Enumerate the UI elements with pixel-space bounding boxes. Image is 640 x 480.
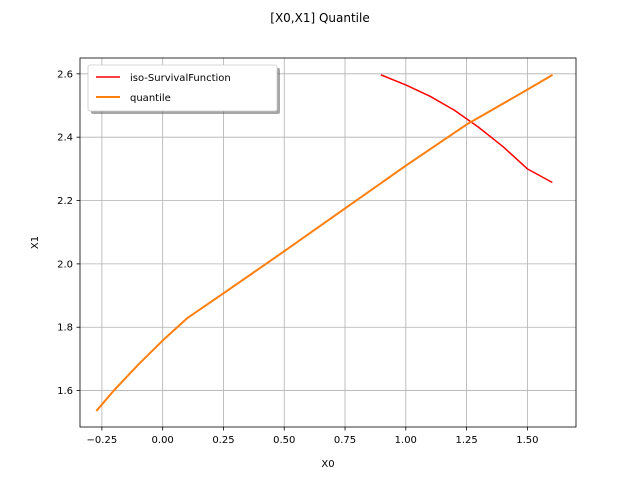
y-tick-label: 1.6: [57, 386, 73, 397]
x-tick-label: 0.25: [212, 435, 234, 446]
x-tick-label: 0.50: [273, 435, 295, 446]
x-tick-label: 1.50: [516, 435, 538, 446]
x-tick-label: 0.00: [152, 435, 174, 446]
series-layer: [95, 74, 554, 412]
y-tick-label: 2.0: [57, 259, 73, 270]
grid: [80, 58, 576, 427]
x-tick-label: 1.00: [395, 435, 417, 446]
legend-label: iso-SurvivalFunction: [130, 73, 231, 84]
legend: iso-SurvivalFunction quantile: [87, 64, 280, 114]
legend-label: quantile: [130, 93, 171, 104]
y-tick-label: 2.4: [57, 133, 73, 144]
y-tick-label: 2.6: [57, 69, 73, 80]
axes-frame: [79, 57, 577, 428]
x-axis-label: X0: [321, 459, 334, 470]
ticks: −0.25 0.00 0.25 0.50 0.75 1.00 1.25 1.50 1.6 1.8 2…: [57, 69, 538, 446]
series-line-iso-survivalfunction: [380, 74, 553, 184]
y-axis-label: X1: [30, 236, 41, 249]
x-tick-label: 1.25: [455, 435, 477, 446]
x-tick-label: 0.75: [334, 435, 356, 446]
legend-box: [87, 64, 278, 112]
x-tick-label: −0.25: [87, 435, 118, 446]
series-line-quantile: [95, 74, 554, 412]
y-tick-label: 1.8: [57, 323, 73, 334]
chart-title: [X0,X1] Quantile: [270, 11, 369, 25]
y-tick-label: 2.2: [57, 196, 73, 207]
